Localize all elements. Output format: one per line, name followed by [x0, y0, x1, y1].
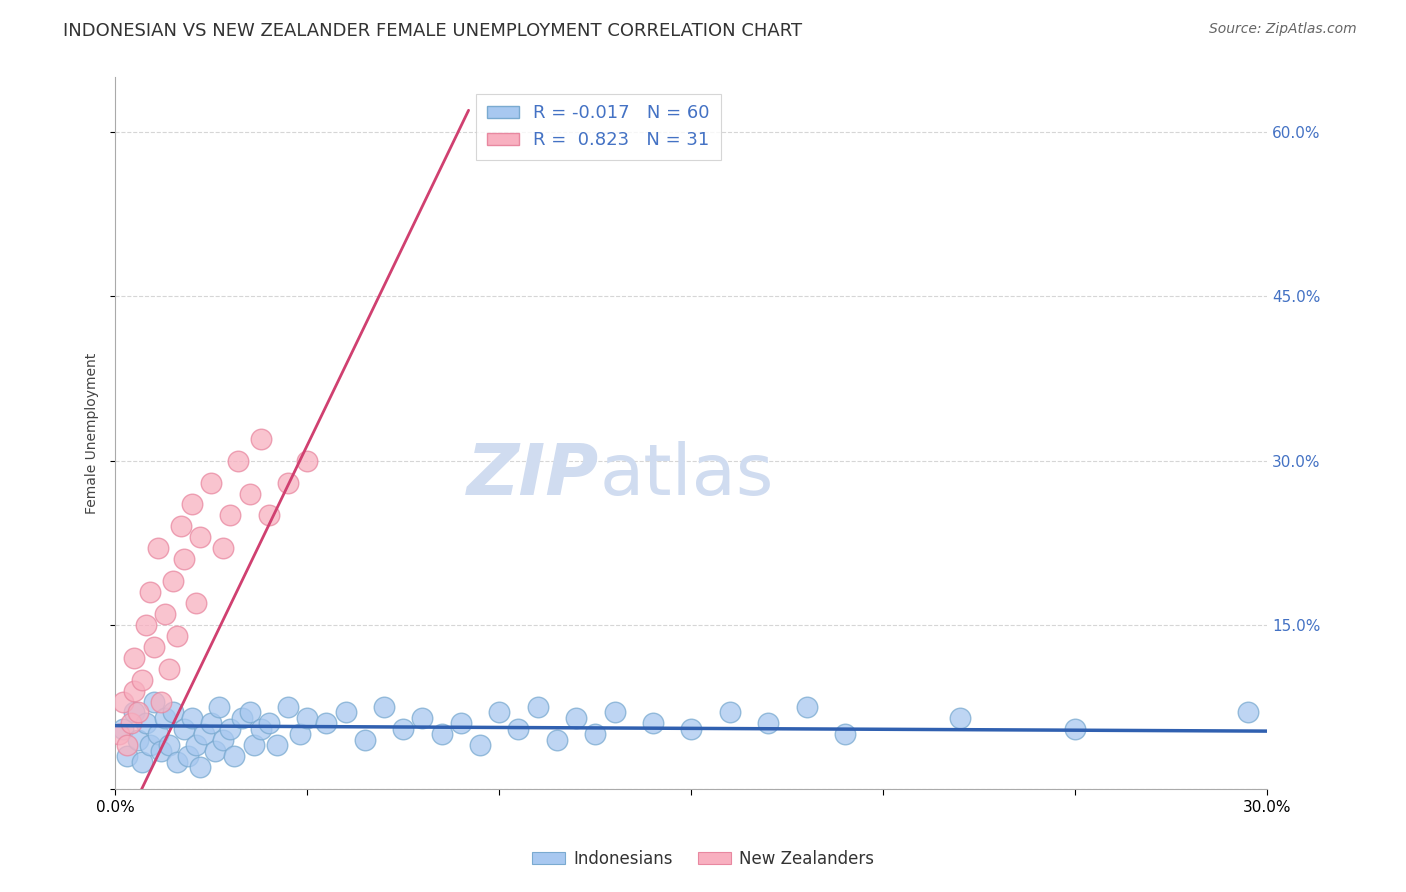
Point	[224, 749, 246, 764]
Point	[450, 716, 472, 731]
Point	[111, 694, 134, 708]
Point	[288, 727, 311, 741]
Point	[211, 541, 233, 556]
Point	[166, 629, 188, 643]
Point	[211, 732, 233, 747]
Point	[796, 700, 818, 714]
Text: atlas: atlas	[599, 442, 773, 510]
Point	[166, 755, 188, 769]
Point	[181, 498, 204, 512]
Point	[184, 739, 207, 753]
Point	[242, 739, 264, 753]
Point	[204, 744, 226, 758]
Point	[681, 722, 703, 736]
Point	[354, 732, 377, 747]
Point	[231, 711, 253, 725]
Point	[756, 716, 779, 731]
Text: Source: ZipAtlas.com: Source: ZipAtlas.com	[1209, 22, 1357, 37]
Point	[277, 700, 299, 714]
Point	[124, 683, 146, 698]
Point	[127, 732, 149, 747]
Point	[188, 530, 211, 544]
Point	[834, 727, 856, 741]
Point	[157, 739, 180, 753]
Point	[188, 760, 211, 774]
Point	[508, 722, 530, 736]
Point	[115, 739, 138, 753]
Point	[193, 727, 215, 741]
Point	[124, 706, 146, 720]
Point	[181, 711, 204, 725]
Point	[315, 716, 337, 731]
Point	[297, 711, 319, 725]
Point	[335, 706, 357, 720]
Point	[177, 749, 200, 764]
Point	[208, 700, 231, 714]
Point	[488, 706, 510, 720]
Legend: Indonesians, New Zealanders: Indonesians, New Zealanders	[524, 844, 882, 875]
Point	[250, 722, 273, 736]
Point	[124, 650, 146, 665]
Point	[468, 739, 491, 753]
Point	[603, 706, 626, 720]
Point	[131, 755, 153, 769]
Point	[162, 706, 184, 720]
Point	[142, 640, 165, 654]
Point	[1237, 706, 1260, 720]
Point	[135, 716, 157, 731]
Point	[162, 574, 184, 588]
Point	[718, 706, 741, 720]
Point	[266, 739, 288, 753]
Point	[565, 711, 588, 725]
Text: ZIP: ZIP	[467, 442, 599, 510]
Point	[139, 585, 162, 599]
Text: INDONESIAN VS NEW ZEALANDER FEMALE UNEMPLOYMENT CORRELATION CHART: INDONESIAN VS NEW ZEALANDER FEMALE UNEMP…	[63, 22, 803, 40]
Point	[392, 722, 415, 736]
Point	[297, 453, 319, 467]
Point	[142, 694, 165, 708]
Point	[184, 596, 207, 610]
Point	[219, 508, 242, 523]
Point	[153, 607, 176, 621]
Point	[200, 716, 222, 731]
Point	[526, 700, 548, 714]
Point	[219, 722, 242, 736]
Point	[146, 727, 169, 741]
Point	[169, 519, 191, 533]
Point	[373, 700, 395, 714]
Point	[146, 541, 169, 556]
Point	[411, 711, 433, 725]
Point	[150, 744, 173, 758]
Point	[139, 739, 162, 753]
Point	[239, 486, 262, 500]
Point	[115, 749, 138, 764]
Point	[257, 716, 280, 731]
Point	[1064, 722, 1087, 736]
Point	[250, 432, 273, 446]
Point	[430, 727, 453, 741]
Point	[108, 727, 131, 741]
Point	[257, 508, 280, 523]
Point	[546, 732, 568, 747]
Point	[641, 716, 664, 731]
Point	[157, 662, 180, 676]
Y-axis label: Female Unemployment: Female Unemployment	[86, 352, 100, 514]
Point	[200, 475, 222, 490]
Point	[150, 694, 173, 708]
Point	[949, 711, 972, 725]
Legend: R = -0.017   N = 60, R =  0.823   N = 31: R = -0.017 N = 60, R = 0.823 N = 31	[475, 94, 721, 161]
Point	[153, 711, 176, 725]
Point	[583, 727, 606, 741]
Point	[239, 706, 262, 720]
Point	[135, 618, 157, 632]
Point	[173, 552, 195, 566]
Point	[127, 706, 149, 720]
Point	[173, 722, 195, 736]
Point	[111, 722, 134, 736]
Point	[277, 475, 299, 490]
Point	[226, 453, 249, 467]
Point	[131, 673, 153, 687]
Point	[120, 716, 142, 731]
